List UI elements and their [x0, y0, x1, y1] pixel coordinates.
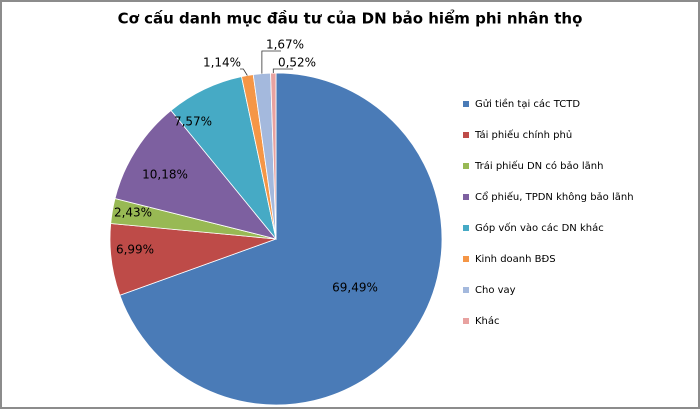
legend-swatch: [463, 256, 469, 262]
legend-swatch: [463, 225, 469, 231]
data-label: 7,57%: [174, 115, 212, 129]
pie-slice: [114, 109, 278, 240]
data-label: 1,67%: [266, 38, 304, 52]
legend-swatch: [463, 287, 469, 293]
legend-swatch: [463, 101, 469, 107]
legend-label: Cổ phiếu, TPDN không bảo lãnh: [475, 190, 634, 203]
legend-swatch: [463, 132, 469, 138]
data-label: 1,14%: [203, 56, 241, 70]
legend-label: Cho vay: [475, 285, 516, 296]
legend-label: Khác: [475, 315, 500, 327]
legend-label: Kinh doanh BĐS: [475, 254, 556, 265]
data-label: 6,99%: [116, 243, 154, 257]
pie-slice: [119, 72, 443, 406]
legend-label: Góp vốn vào các DN khác: [475, 222, 604, 234]
data-label: 69,49%: [332, 281, 378, 295]
legend-label: Gửi tiền tại các TCTD: [475, 98, 580, 110]
data-label: 10,18%: [142, 168, 188, 182]
legend-swatch: [463, 194, 469, 200]
data-label: 2,43%: [114, 206, 152, 220]
legend-swatch: [463, 318, 469, 324]
legend-label: Tái phiếu chính phủ: [474, 129, 572, 141]
data-label: 0,52%: [278, 56, 316, 70]
leader-line: [240, 68, 248, 76]
leader-line: [261, 50, 281, 74]
leader-line: [272, 68, 293, 74]
legend-swatch: [463, 163, 469, 169]
legend-label: Trái phiếu DN có bảo lãnh: [474, 160, 603, 172]
chart-title: Cơ cấu danh mục đầu tư của DN bảo hiểm p…: [118, 9, 583, 28]
